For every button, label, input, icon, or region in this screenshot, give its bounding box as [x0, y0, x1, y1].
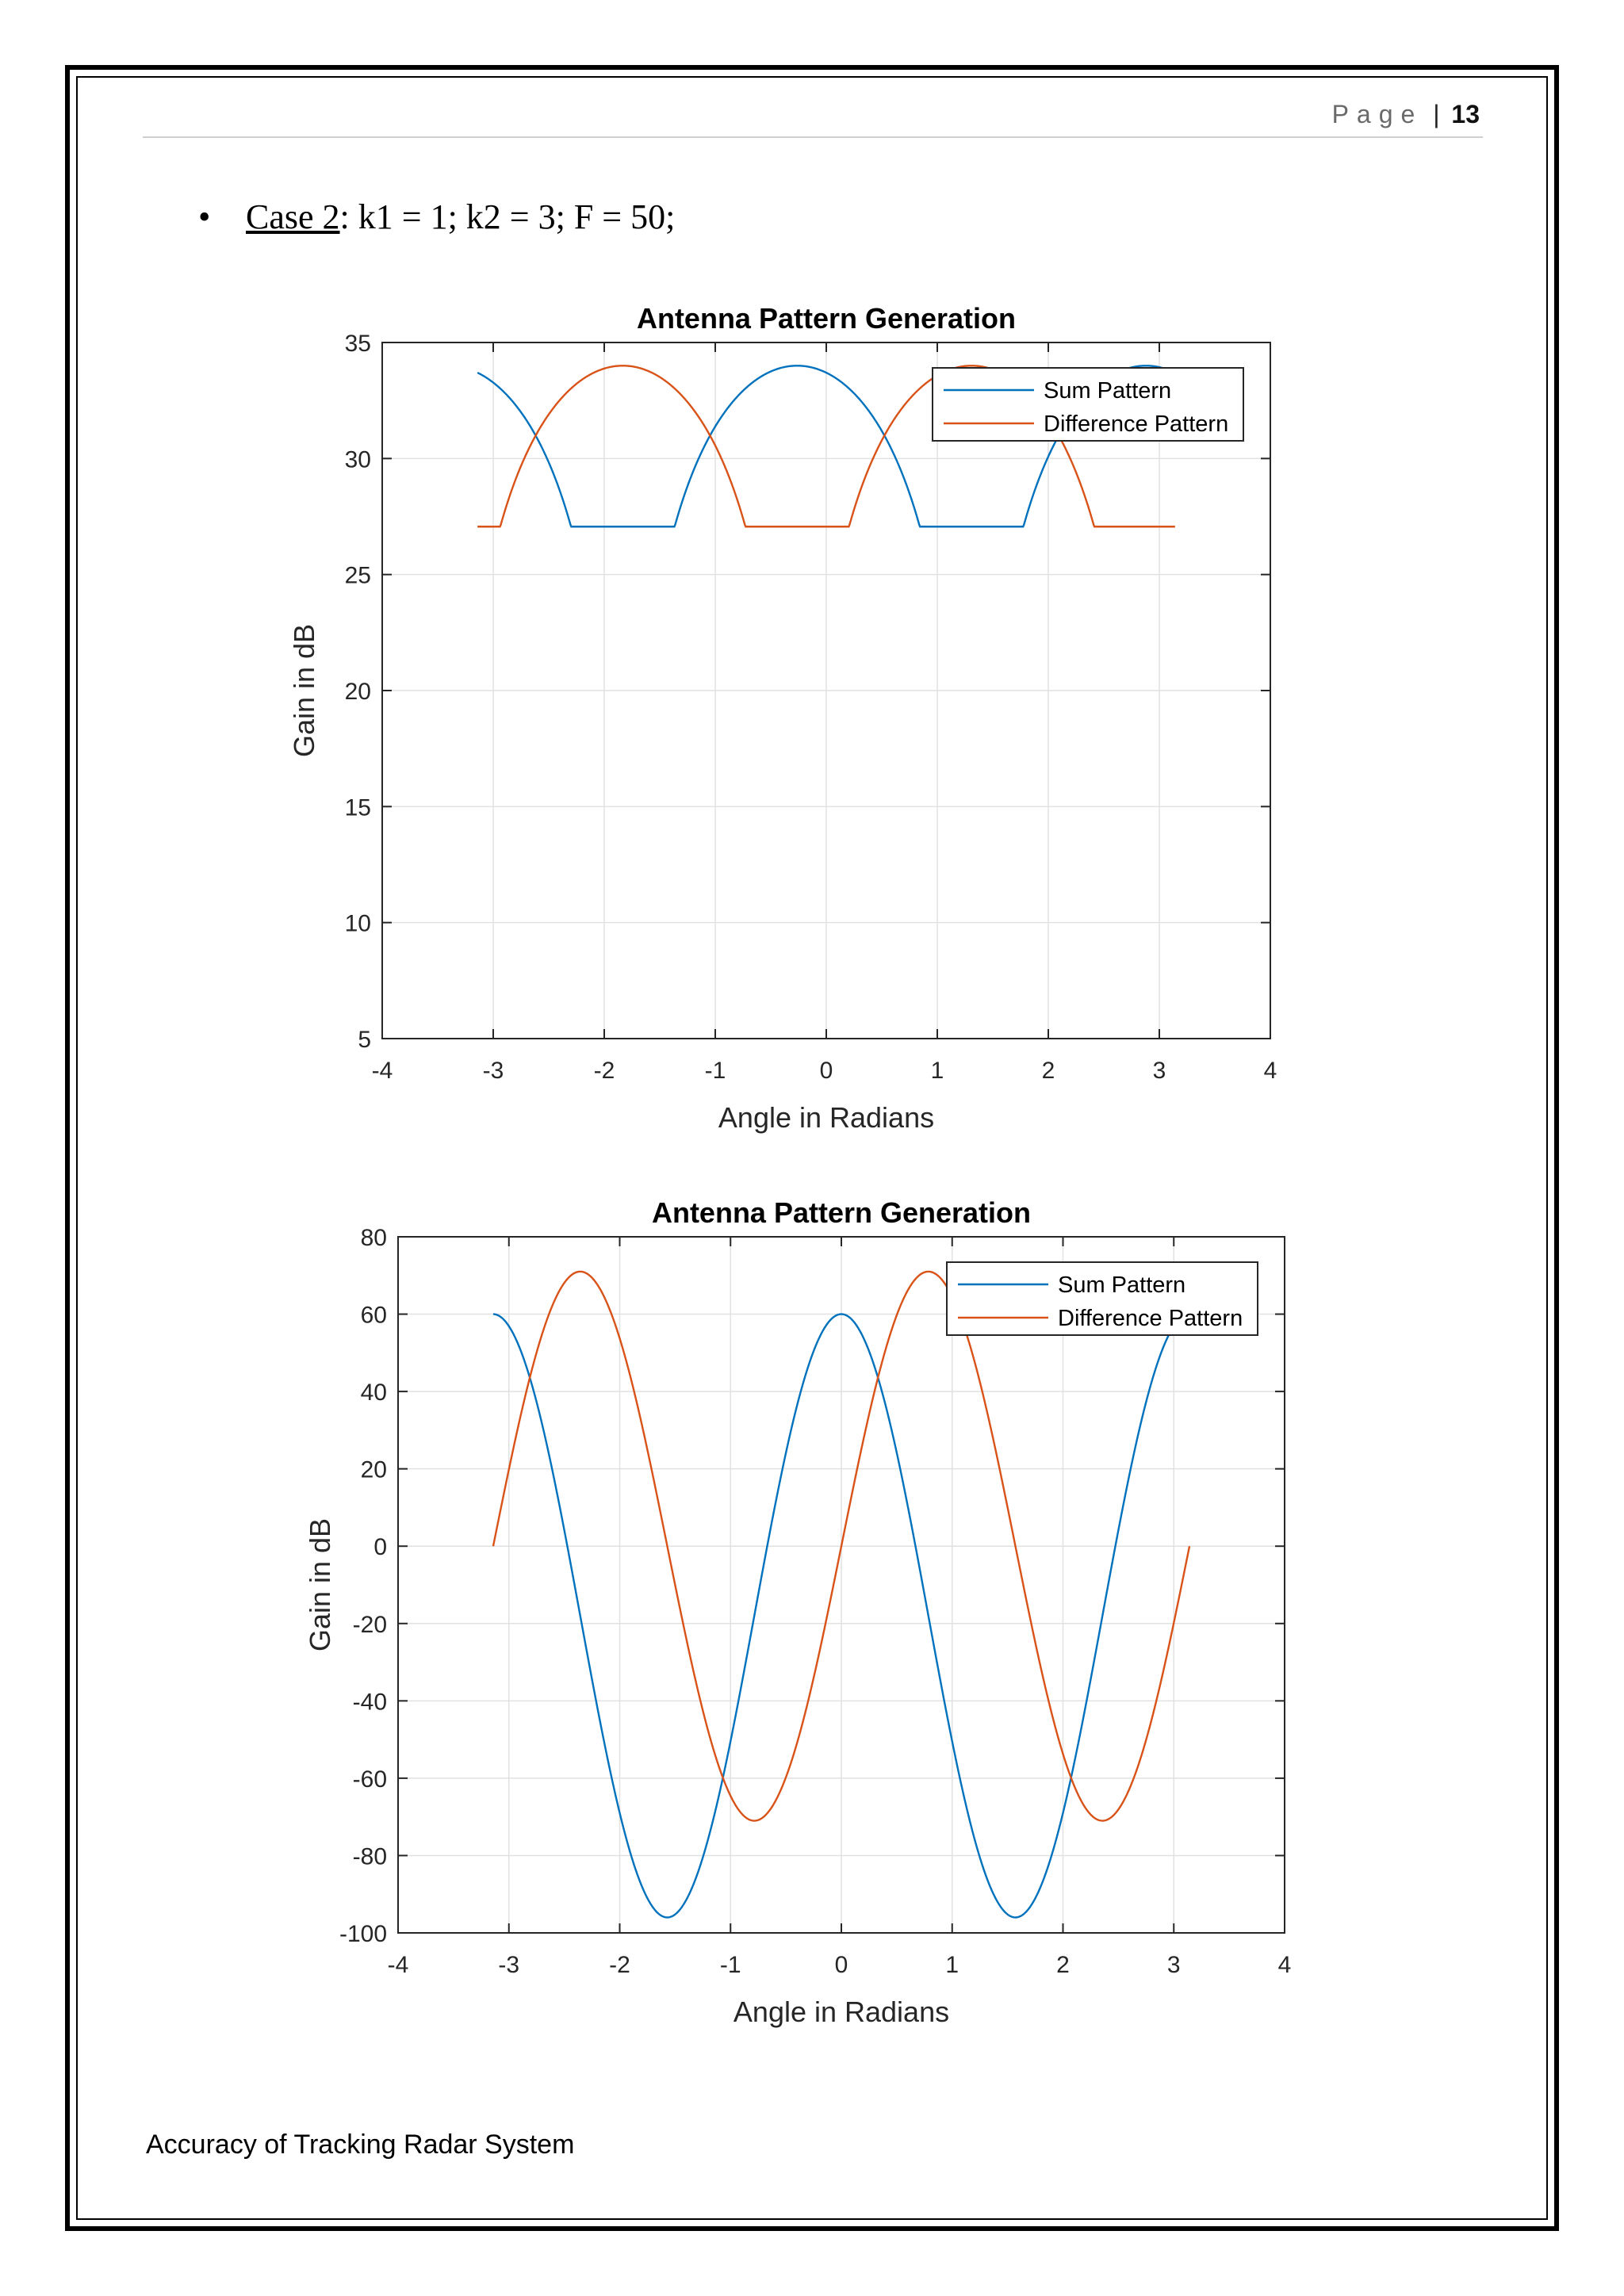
legend: [932, 367, 1244, 442]
bullet-icon: •: [198, 197, 211, 236]
y-tick-label: -100: [339, 1921, 387, 1947]
x-axis-label: Angle in Radians: [733, 1996, 949, 2028]
x-tick-label: -1: [705, 1058, 726, 1084]
y-tick-label: 80: [361, 1225, 387, 1251]
x-tick-label: 0: [820, 1058, 833, 1084]
x-tick-label: 4: [1278, 1952, 1292, 1978]
page-border-outer: [65, 65, 1559, 2231]
chart-title: Antenna Pattern Generation: [652, 1196, 1031, 1229]
page-number: Page | 13: [1332, 100, 1480, 129]
footer-text: Accuracy of Tracking Radar System: [146, 2130, 575, 2160]
x-tick-label: -2: [594, 1058, 615, 1084]
x-tick-label: -4: [372, 1058, 393, 1084]
chart-title: Antenna Pattern Generation: [637, 302, 1016, 335]
legend-label-difference: Difference Pattern: [1058, 1306, 1243, 1331]
chart-1: -4 -3 -2 -1 0 1 2 3 4 5 10 15 20 25 30 35 Antenna Patter…: [288, 302, 1277, 1134]
page-separator: |: [1433, 100, 1440, 128]
series-line-difference: [492, 1270, 1191, 1822]
case-label: Case 2: [246, 197, 340, 236]
y-tick-label: 60: [361, 1303, 387, 1329]
y-tick-label: -20: [353, 1612, 387, 1638]
y-tick-label: -40: [353, 1689, 387, 1715]
legend: [946, 1261, 1258, 1336]
y-tick-label: 5: [358, 1027, 371, 1053]
x-tick-label: 3: [1153, 1058, 1166, 1084]
x-tick-label: 0: [835, 1952, 848, 1978]
x-tick-label: 4: [1264, 1058, 1277, 1084]
x-tick-label: 2: [1056, 1952, 1070, 1978]
page-number-value: 13: [1451, 100, 1480, 128]
y-tick-label: -80: [353, 1843, 387, 1869]
case-params: : k1 = 1; k2 = 3; F = 50;: [339, 197, 676, 236]
x-tick-label: 1: [945, 1952, 959, 1978]
legend-label-sum: Sum Pattern: [1058, 1272, 1185, 1298]
x-tick-label: -1: [720, 1952, 741, 1978]
legend-label-difference: Difference Pattern: [1044, 411, 1228, 437]
x-tick-label: -3: [483, 1058, 504, 1084]
x-tick-label: -3: [498, 1952, 519, 1978]
y-tick-label: 35: [345, 331, 371, 357]
x-tick-label: 3: [1167, 1952, 1181, 1978]
y-tick-label: 25: [345, 563, 371, 589]
page-border-inner: [76, 76, 1548, 2220]
x-tick-label: 1: [931, 1058, 944, 1084]
x-tick-label: -2: [609, 1952, 630, 1978]
y-tick-label: 30: [345, 446, 371, 473]
y-axis-label: Gain in dB: [304, 1518, 336, 1651]
series-line-sum: [492, 1313, 1190, 1919]
x-tick-label: 2: [1042, 1058, 1055, 1084]
y-tick-label: -60: [353, 1766, 387, 1793]
x-axis-label: Angle in Radians: [718, 1101, 934, 1134]
legend-label-sum: Sum Pattern: [1044, 378, 1171, 404]
y-tick-label: 10: [345, 911, 371, 937]
y-tick-label: 15: [345, 794, 371, 821]
header-rule: [143, 136, 1483, 138]
y-axis-label: Gain in dB: [288, 624, 320, 757]
y-tick-label: 40: [361, 1380, 387, 1406]
page-label: Page: [1331, 100, 1423, 128]
case-text: Case 2: k1 = 1; k2 = 3; F = 50;: [246, 197, 675, 237]
y-tick-label: 0: [373, 1534, 387, 1560]
y-tick-label: 20: [345, 679, 371, 705]
y-tick-label: 20: [361, 1457, 387, 1483]
x-tick-label: -4: [388, 1952, 409, 1978]
chart-2: -4 -3 -2 -1 0 1 2 3 4 -100 -80 -60 -40 -20 0 20 40 60 80 An…: [304, 1196, 1292, 2028]
